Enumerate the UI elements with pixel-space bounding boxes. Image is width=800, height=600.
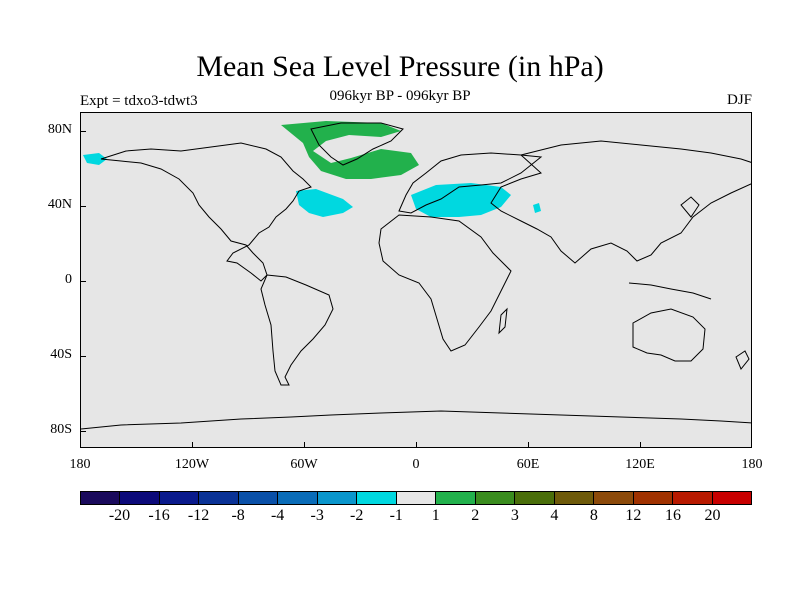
lon-tick bbox=[304, 442, 305, 448]
coast-greenland bbox=[310, 122, 404, 166]
map-panel bbox=[80, 112, 752, 448]
lon-tick bbox=[192, 442, 193, 448]
colorbar-label: 2 bbox=[471, 507, 480, 524]
lat-tick bbox=[80, 431, 86, 432]
colorbar-label: 4 bbox=[550, 507, 559, 524]
coast-antarctica bbox=[81, 410, 751, 430]
anomaly-caspian-negative bbox=[533, 203, 541, 213]
colorbar-swatch bbox=[81, 492, 121, 504]
colorbar-swatch bbox=[436, 492, 476, 504]
colorbar-swatch bbox=[515, 492, 555, 504]
colorbar-swatch bbox=[673, 492, 713, 504]
lat-label: 80S bbox=[50, 422, 72, 437]
lon-label: 120E bbox=[625, 457, 655, 472]
plot-title: Mean Sea Level Pressure (in hPa) bbox=[196, 50, 604, 83]
experiment-label: Expt = tdxo3-tdwt3 bbox=[80, 93, 198, 109]
colorbar bbox=[80, 491, 752, 505]
colorbar-label: 3 bbox=[510, 507, 519, 524]
lon-label: 180 bbox=[69, 457, 91, 472]
lat-tick bbox=[80, 131, 86, 132]
colorbar-label: -4 bbox=[270, 507, 285, 524]
lat-label: 80N bbox=[47, 122, 72, 137]
lon-label: 60E bbox=[516, 457, 540, 472]
colorbar-swatch bbox=[554, 492, 595, 504]
coast-madagascar bbox=[498, 307, 508, 335]
anomaly-mediterranean-negative bbox=[411, 183, 511, 217]
coast-new-zealand bbox=[735, 350, 750, 370]
lat-label: 40S bbox=[50, 347, 72, 362]
colorbar-label: 8 bbox=[589, 507, 598, 524]
colorbar-swatch bbox=[357, 492, 397, 504]
colorbar-swatch bbox=[238, 492, 279, 504]
lat-label: 0 bbox=[65, 272, 72, 287]
coast-africa bbox=[378, 214, 512, 352]
lon-label: 180 bbox=[741, 457, 763, 472]
colorbar-label: -8 bbox=[231, 507, 245, 524]
lon-tick bbox=[416, 442, 417, 448]
lat-label: 40N bbox=[47, 197, 72, 212]
lat-tick bbox=[80, 356, 86, 357]
coast-south-america bbox=[260, 274, 334, 386]
colorbar-label: -16 bbox=[148, 507, 170, 524]
colorbar-swatch bbox=[594, 492, 634, 504]
anomaly-north-atlantic-negative bbox=[296, 189, 353, 217]
plot-subtitle: 096kyr BP - 096kyr BP bbox=[329, 88, 471, 104]
colorbar-swatch bbox=[278, 492, 318, 504]
colorbar-label: -20 bbox=[108, 507, 131, 524]
lon-label: 120W bbox=[174, 457, 210, 472]
colorbar-swatch bbox=[317, 492, 358, 504]
colorbar-label: 12 bbox=[625, 507, 642, 524]
anomaly-alaska-negative bbox=[83, 153, 107, 165]
colorbar-swatch bbox=[120, 492, 160, 504]
colorbar-swatch bbox=[712, 492, 751, 504]
colorbar-label: -3 bbox=[310, 507, 324, 524]
colorbar-label: -12 bbox=[187, 507, 210, 524]
colorbar-label: 20 bbox=[704, 507, 721, 524]
season-label: DJF bbox=[726, 92, 752, 108]
lon-label: 0 bbox=[412, 457, 420, 472]
anomaly-greenland-positive bbox=[281, 121, 419, 179]
colorbar-label: -1 bbox=[389, 507, 403, 524]
colorbar-swatch bbox=[159, 492, 200, 504]
lon-tick bbox=[528, 442, 529, 448]
colorbar-swatch bbox=[199, 492, 239, 504]
colorbar-label: 16 bbox=[664, 507, 681, 524]
colorbar-swatch bbox=[475, 492, 516, 504]
colorbar-label: 1 bbox=[431, 507, 440, 524]
coast-indonesia bbox=[628, 282, 712, 300]
coast-australia bbox=[632, 308, 706, 362]
lon-tick bbox=[640, 442, 641, 448]
colorbar-swatch bbox=[396, 492, 437, 504]
coast-europe bbox=[398, 152, 543, 214]
coast-asia bbox=[490, 140, 751, 264]
colorbar-label: -2 bbox=[350, 507, 364, 524]
lon-label: 60W bbox=[290, 457, 318, 472]
coast-north-america bbox=[100, 142, 312, 282]
world-map bbox=[81, 121, 751, 430]
colorbar-swatch bbox=[633, 492, 674, 504]
coast-japan bbox=[680, 196, 700, 218]
lat-tick bbox=[80, 281, 86, 282]
lat-tick bbox=[80, 206, 86, 207]
